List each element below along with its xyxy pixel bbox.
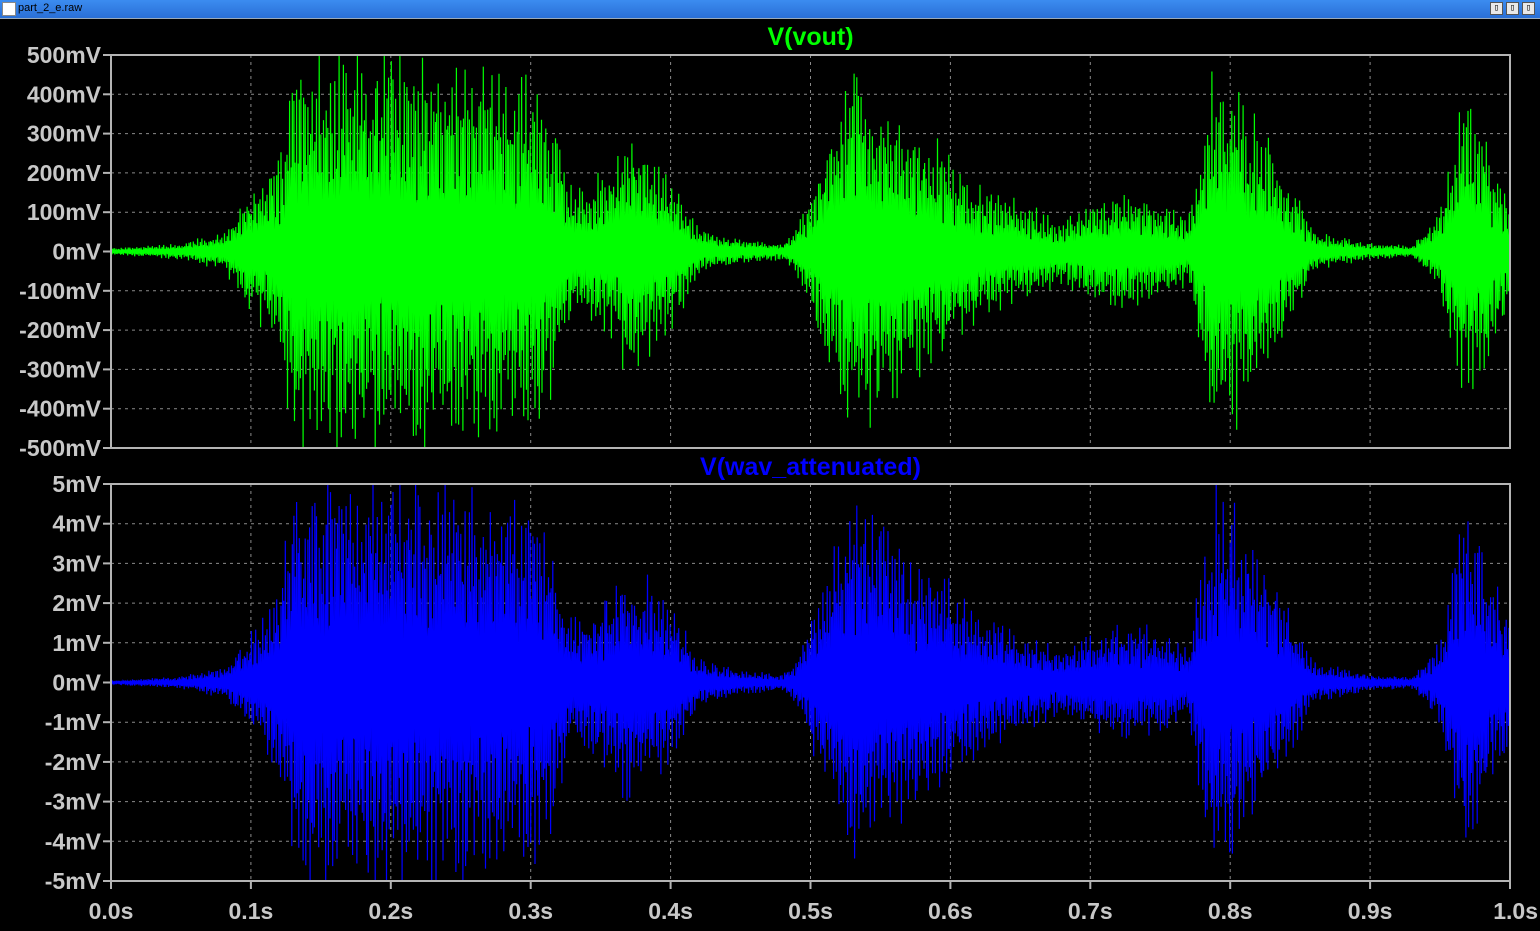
y-tick-label: 500mV <box>27 42 102 68</box>
y-tick-label: -5mV <box>45 868 102 894</box>
waveform-plot-area[interactable]: 500mV 400mV 300mV 200mV 100mV 0mV -100mV -200mV… <box>0 19 1540 931</box>
y-tick-label: -100mV <box>19 278 101 304</box>
x-tick-label: 0.2s <box>368 898 413 924</box>
x-tick-label: 0.1s <box>229 898 274 924</box>
series-trace-vout <box>110 54 1511 449</box>
y-tick-label: -4mV <box>45 828 102 854</box>
x-tick-label: 0.5s <box>788 898 833 924</box>
x-tick-label: 1.0s <box>1493 898 1538 924</box>
x-tick-label: 0.9s <box>1348 898 1393 924</box>
x-tick-label: 0.6s <box>928 898 973 924</box>
x-tick-label: 0.7s <box>1068 898 1113 924</box>
y-tick-label: 400mV <box>27 81 102 107</box>
trace-title-vout[interactable]: V(vout) <box>767 23 853 51</box>
y-tick-label: 100mV <box>27 199 102 225</box>
y-tick-label: 3mV <box>52 550 101 576</box>
x-tick-label: 0.0s <box>89 898 134 924</box>
trace-title-wav-attenuated[interactable]: V(wav_attenuated) <box>700 453 921 481</box>
x-tick-label: 0.8s <box>1208 898 1253 924</box>
y-tick-label: 0mV <box>52 670 101 696</box>
y-tick-label: 0mV <box>52 239 101 265</box>
y-tick-label: -3mV <box>45 789 102 815</box>
y-tick-label: -500mV <box>19 435 101 461</box>
y-tick-label: 1mV <box>52 630 101 656</box>
window-title: part_2_e.raw <box>18 2 83 14</box>
y-tick-label: -200mV <box>19 317 101 343</box>
window-titlebar: part_2_e.raw ▯ ▯ ▯ <box>0 0 1540 19</box>
x-tick-label: 0.4s <box>648 898 693 924</box>
waveform-app-icon <box>2 2 16 16</box>
y-tick-label: -1mV <box>45 709 102 735</box>
maximize-button[interactable]: ▯ <box>1506 2 1519 15</box>
close-button[interactable]: ▯ <box>1522 2 1535 15</box>
y-tick-label: -400mV <box>19 396 101 422</box>
y-tick-label: 300mV <box>27 121 102 147</box>
y-tick-label: 5mV <box>52 471 101 497</box>
series-trace-wav-attenuated <box>110 483 1511 882</box>
y-tick-label: 200mV <box>27 160 102 186</box>
y-tick-label: -2mV <box>45 749 102 775</box>
y-tick-label: 2mV <box>52 590 101 616</box>
x-tick-label: 0.3s <box>508 898 553 924</box>
minimize-button[interactable]: ▯ <box>1490 2 1503 15</box>
y-tick-label: 4mV <box>52 511 101 537</box>
y-tick-label: -300mV <box>19 356 101 382</box>
